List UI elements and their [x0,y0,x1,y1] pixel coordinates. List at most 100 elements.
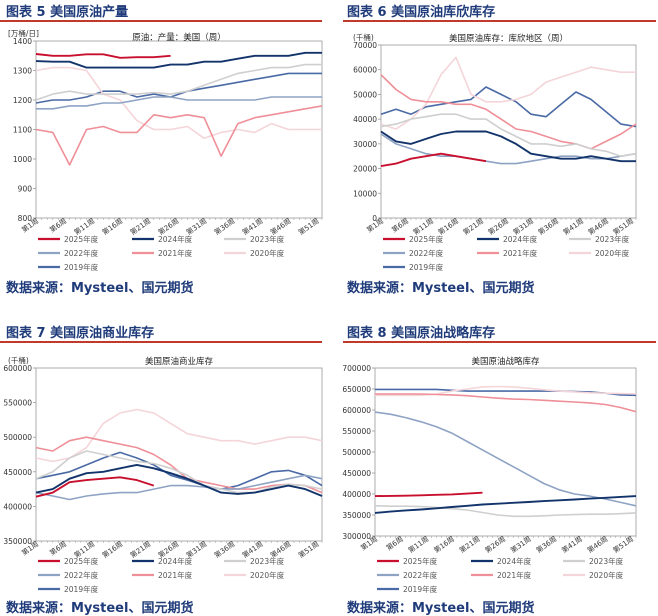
legend-label: 2024年度 [158,234,193,244]
legend-label: 2022年度 [64,248,99,258]
series-line [35,408,323,463]
source-note: 数据来源：Mysteel、国元期货 [6,601,194,616]
legend-label: 2024年度 [503,234,538,244]
y-tick-label: 350000 [3,537,32,546]
y-axis-label: (千桶) [8,355,29,365]
panel-cushing-crude-inventory: 图表 6 美国原油库欣库存 0 10000 20000 30000 40000 50000… [339,0,658,300]
legend-label: 2023年度 [595,234,630,244]
legend-label: 2024年度 [158,556,193,566]
x-tick-label: 第46周 [586,534,610,555]
x-tick-label: 第6周 [390,216,410,234]
y-tick-label: 1200 [13,96,32,105]
panel-strategic-crude-inventory: 图表 8 美国原油战略库存 300000 350000 400000 450000 50… [339,318,658,616]
series-line [380,74,637,150]
y-tick-label: 600000 [3,364,32,373]
x-tick-label: 第36周 [212,539,236,560]
figure-title: 图表 5 美国原油产量 [6,5,129,20]
legend-label: 2023年度 [589,556,624,566]
x-tick-label: 第6周 [48,539,68,557]
series-line [380,113,637,157]
y-tick-label: 500000 [342,448,371,457]
x-tick-label: 第26周 [483,534,507,555]
y-tick-label: 350000 [342,511,371,520]
plot-frame [35,367,323,542]
y-tick-label: 800 [18,214,33,223]
y-tick-label: 1100 [13,126,32,135]
legend-label: 2025年度 [409,234,444,244]
y-tick-label: 10000 [353,189,377,198]
figure-title-rule [0,20,322,22]
y-tick-label: 700000 [342,364,371,373]
x-tick-label: 第36周 [536,216,560,237]
series-line [35,474,323,501]
x-tick-label: 第46周 [586,216,610,237]
series-line [35,463,323,497]
legend-label: 2024年度 [497,556,532,566]
x-tick-label: 第41周 [560,534,584,555]
y-tick-label: 600000 [342,406,371,415]
y-tick-label: 40000 [353,115,377,124]
x-tick-label: 第21周 [128,216,152,237]
y-tick-label: 450000 [342,469,371,478]
legend-label: 2023年度 [250,234,285,244]
legend-label: 2022年度 [64,570,99,580]
legend-label: 2019年度 [64,262,99,272]
series-line [374,491,483,498]
series-line [380,133,637,165]
series-line [35,51,322,69]
legend-label: 2019年度 [409,262,444,272]
x-tick-label: 第6周 [48,216,68,234]
chart-title: 美国原油战略库存 [471,356,540,367]
y-tick-label: 70000 [353,41,377,50]
x-tick-label: 第16周 [100,539,124,560]
x-tick-label: 第26周 [486,216,510,237]
series-line [35,451,323,490]
series-line [35,476,155,498]
x-tick-label: 第51周 [611,534,635,555]
legend-label: 2020年度 [589,570,624,580]
series-line [35,436,323,494]
series-line [36,96,322,110]
x-tick-label: 第21周 [128,539,152,560]
legend-label: 2022年度 [403,570,438,580]
y-tick-label: 550000 [3,399,32,408]
series-line [35,450,323,494]
figure-title: 图表 7 美国原油商业库存 [6,326,155,341]
y-axis-label: (千桶) [353,32,374,42]
series-line [35,63,322,101]
figure-title: 图表 8 美国原油战略库存 [347,326,496,341]
x-tick-label: 第31周 [509,534,533,555]
series-line [380,130,636,163]
series-line [380,86,637,128]
legend-label: 2019年度 [64,584,99,594]
legend-label: 2022年度 [409,248,444,258]
chart-title: 美国原油商业库存 [145,356,214,367]
source-note: 数据来源：Mysteel、国元期货 [347,601,535,616]
figure-title-rule [0,341,322,343]
x-tick-label: 第11周 [406,534,430,555]
series-line [35,72,322,104]
x-tick-label: 第21周 [458,534,482,555]
figure-title-rule [343,341,656,343]
series-line [35,105,323,166]
panel-us-crude-production: 图表 5 美国原油产量 800 900 1000 1100 1200 1300 1400 第1… [0,0,329,300]
legend-label: 2021年度 [503,248,538,258]
y-tick-label: 60000 [353,66,377,75]
x-tick-label: 第16周 [436,216,460,237]
x-tick-label: 第51周 [611,216,635,237]
y-tick-label: 1300 [13,67,32,76]
y-tick-label: 400000 [3,502,32,511]
y-tick-label: 300000 [342,532,371,541]
x-tick-label: 第36周 [212,216,236,237]
source-note: 数据来源：Mysteel、国元期货 [347,281,535,296]
x-tick-label: 第16周 [432,534,456,555]
chart-title: 美国原油库存：库欣地区（周） [449,33,568,44]
x-tick-label: 第41周 [561,216,585,237]
series-line [374,505,637,518]
x-tick-label: 第31周 [511,216,535,237]
x-tick-label: 第36周 [534,534,558,555]
series-line [374,495,637,514]
x-tick-label: 第16周 [100,216,124,237]
figure-title-rule [343,20,656,22]
